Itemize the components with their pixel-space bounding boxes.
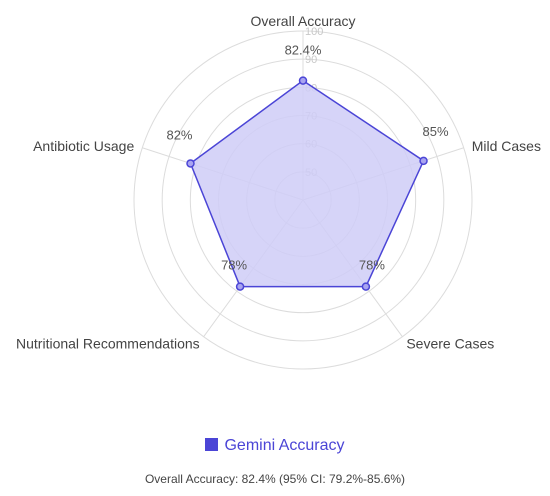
data-point-severe-cases — [361, 282, 371, 291]
tick-label-90: 90 — [305, 54, 317, 66]
legend[interactable]: Gemini Accuracy — [0, 437, 550, 455]
data-point-nutritional-recommendations — [235, 282, 245, 291]
axis-labels: Overall Accuracy Mild Cases Severe Cases Nu… — [16, 13, 541, 352]
data-label-mild-cases: 85% — [423, 124, 449, 139]
legend-swatch — [205, 438, 219, 451]
data-label-antibiotic-usage: 82% — [166, 127, 192, 142]
data-label-severe-cases: 78% — [359, 258, 385, 273]
axis-label-mild-cases: Mild Cases — [472, 138, 541, 154]
tick-label-100: 100 — [305, 26, 323, 38]
axis-label-nutritional-recommendations: Nutritional Recommendations — [16, 336, 200, 352]
data-point-antibiotic-usage — [186, 159, 195, 168]
axis-label-severe-cases: Severe Cases — [406, 336, 494, 352]
legend-label: Gemini Accuracy — [224, 437, 345, 454]
data-point-overall-accuracy — [298, 76, 308, 85]
data-label-overall-accuracy: 82.4% — [285, 43, 322, 58]
data-labels: 82.4% 85% 78% 78% 82% — [166, 43, 449, 273]
axis-label-antibiotic-usage: Antibiotic Usage — [33, 138, 134, 154]
footnote: Overall Accuracy: 82.4% (95% CI: 79.2%-8… — [144, 472, 406, 486]
axis-label-overall-accuracy: Overall Accuracy — [250, 13, 355, 29]
series-area — [189, 79, 425, 288]
data-label-nutritional-recommendations: 78% — [221, 258, 247, 273]
data-point-mild-cases — [419, 156, 428, 166]
series-gemini-accuracy — [186, 76, 428, 291]
